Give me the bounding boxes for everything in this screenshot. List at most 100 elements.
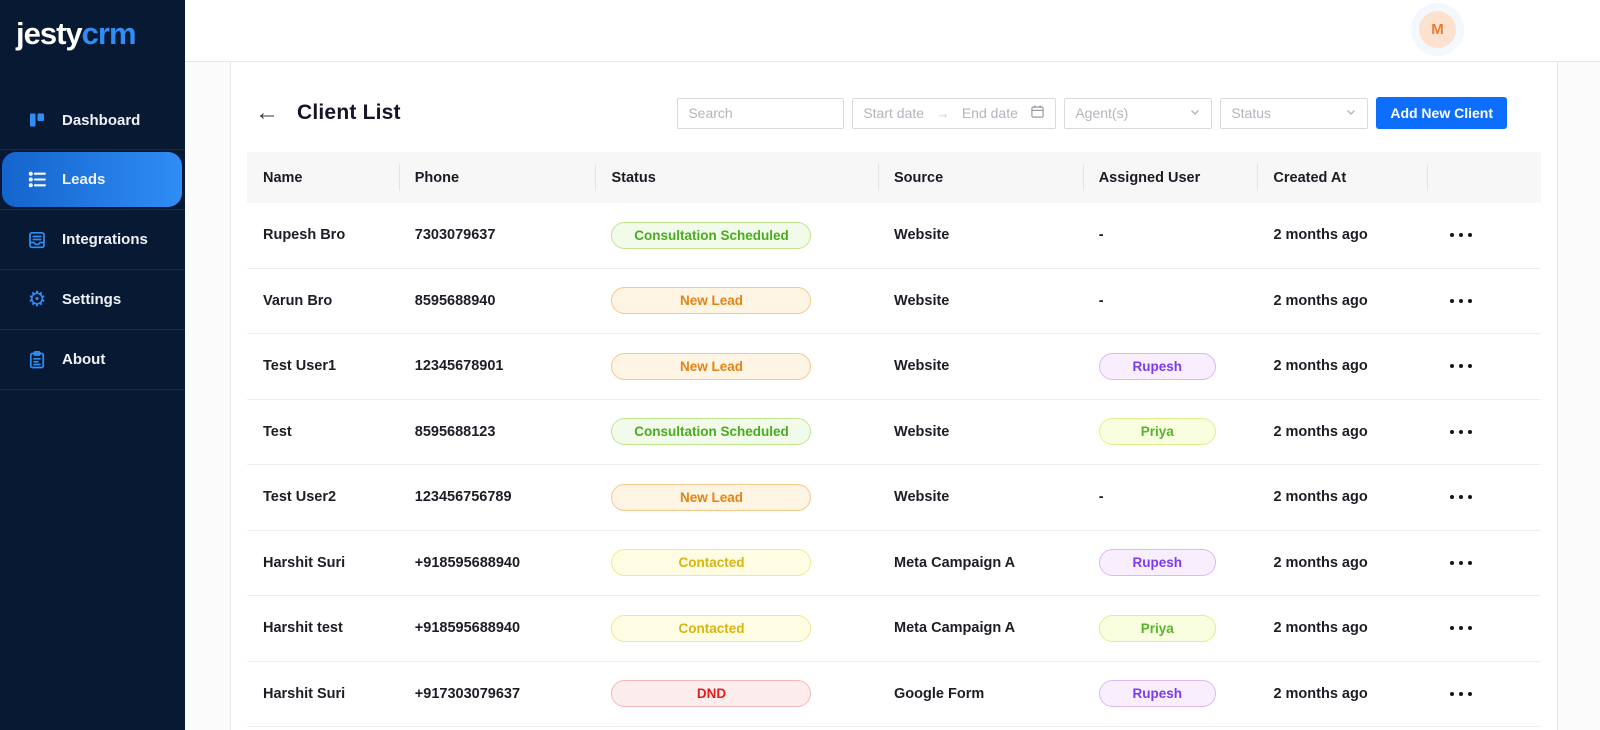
page-title: Client List: [297, 101, 401, 124]
client-list-panel: ← Client List Start date → End date: [230, 62, 1558, 730]
leads-icon: [26, 169, 48, 191]
table-row[interactable]: Varun Bro 8595688940 New Lead Website - 2 mon…: [247, 268, 1541, 334]
cell-name: Harshit Suri: [263, 685, 346, 702]
dashboard-icon: [26, 109, 48, 131]
topbar: M: [185, 0, 1600, 62]
status-select[interactable]: Status: [1220, 97, 1369, 129]
calendar-icon[interactable]: [1030, 104, 1045, 122]
date-range-arrow-icon: →: [936, 105, 950, 121]
sidebar-item-dashboard[interactable]: Dashboard: [0, 90, 185, 150]
row-actions-button[interactable]: [1446, 225, 1476, 245]
chevron-down-icon: [1345, 106, 1357, 121]
sidebar-item-settings[interactable]: ⚙ Settings: [0, 270, 185, 330]
status-badge: Consultation Scheduled: [611, 418, 812, 446]
status-select-value: Status: [1231, 105, 1272, 121]
cell-source: Website: [894, 358, 950, 375]
table-row[interactable]: Test 8595688123 Consultation Scheduled Webs…: [247, 399, 1541, 465]
agent-badge: Rupesh: [1098, 680, 1216, 708]
back-arrow-icon[interactable]: ←: [255, 99, 279, 126]
cell-source: Meta Campaign A: [894, 620, 1016, 637]
row-actions-button[interactable]: [1446, 356, 1476, 376]
agent-badge: Priya: [1098, 614, 1216, 642]
search-input[interactable]: [677, 97, 845, 129]
brand-primary: jesty: [16, 16, 83, 51]
status-badge: New Lead: [611, 287, 812, 315]
cell-assigned: -: [1098, 292, 1104, 309]
add-new-client-button[interactable]: Add New Client: [1376, 97, 1507, 129]
row-actions-button[interactable]: [1446, 684, 1476, 704]
status-badge: Consultation Scheduled: [611, 221, 812, 249]
cell-phone: +918595688940: [414, 620, 521, 637]
status-badge: Contacted: [611, 614, 812, 642]
date-range-picker[interactable]: Start date → End date: [852, 97, 1057, 129]
row-actions-button[interactable]: [1446, 553, 1476, 573]
row-actions-button[interactable]: [1446, 291, 1476, 311]
sidebar-item-label: Leads: [62, 171, 106, 188]
cell-assigned: -: [1098, 489, 1104, 506]
cell-source: Website: [894, 227, 950, 244]
sidebar-item-about[interactable]: About: [0, 330, 185, 390]
cell-source: Website: [894, 489, 950, 506]
row-actions-button[interactable]: [1446, 487, 1476, 507]
cell-name: Test User1: [263, 358, 337, 375]
brand-logo: jestycrm: [0, 0, 185, 52]
table-body: Rupesh Bro 7303079637 Consultation Schedul…: [247, 203, 1541, 727]
cell-source: Meta Campaign A: [894, 554, 1016, 571]
table-row[interactable]: Test User1 12345678901 New Lead Website Rupe…: [247, 334, 1541, 400]
row-actions-button[interactable]: [1446, 422, 1476, 442]
table-row[interactable]: Rupesh Bro 7303079637 Consultation Schedul…: [247, 203, 1541, 269]
table-row[interactable]: Harshit Suri +918595688940 Contacted Meta C…: [247, 530, 1541, 596]
end-date-placeholder[interactable]: End date: [961, 105, 1018, 121]
cell-source: Website: [894, 423, 950, 440]
cell-created-at: 2 months ago: [1273, 489, 1368, 506]
column-header-status: Status: [595, 152, 878, 203]
status-badge: Contacted: [611, 549, 812, 577]
column-header-source: Source: [878, 152, 1083, 203]
cell-created-at: 2 months ago: [1273, 685, 1368, 702]
integrations-icon: [26, 229, 48, 251]
user-avatar[interactable]: M: [1419, 11, 1456, 48]
cell-phone: +918595688940: [414, 554, 521, 571]
sidebar-nav: Dashboard Leads Integrations ⚙ Settings About: [0, 90, 185, 390]
cell-name: Rupesh Bro: [263, 227, 346, 244]
status-badge: New Lead: [611, 352, 812, 380]
sidebar-item-label: Settings: [62, 291, 122, 308]
cell-source: Website: [894, 292, 950, 309]
cell-created-at: 2 months ago: [1273, 620, 1368, 637]
table-row[interactable]: Test User2 123456756789 New Lead Website - 2 …: [247, 465, 1541, 531]
cell-phone: 7303079637: [414, 227, 496, 244]
agent-badge: Priya: [1098, 418, 1216, 446]
table-row[interactable]: Harshit test +918595688940 Contacted Meta C…: [247, 596, 1541, 662]
status-badge: New Lead: [611, 483, 812, 511]
row-actions-button[interactable]: [1446, 618, 1476, 638]
cell-created-at: 2 months ago: [1273, 292, 1368, 309]
cell-source: Google Form: [894, 685, 985, 702]
cell-assigned: -: [1098, 227, 1104, 244]
cell-name: Test User2: [263, 489, 337, 506]
sidebar-item-label: Dashboard: [62, 111, 141, 129]
cell-phone: 12345678901: [414, 358, 504, 375]
cell-phone: +917303079637: [414, 685, 521, 702]
column-header-created-at: Created At: [1257, 152, 1427, 203]
about-icon: [26, 349, 48, 371]
cell-created-at: 2 months ago: [1273, 423, 1368, 440]
agents-select[interactable]: Agent(s): [1064, 97, 1213, 129]
cell-created-at: 2 months ago: [1273, 554, 1368, 571]
cell-name: Test: [263, 423, 292, 440]
agent-badge: Rupesh: [1098, 549, 1216, 577]
sidebar-item-integrations[interactable]: Integrations: [0, 210, 185, 270]
agents-select-value: Agent(s): [1075, 105, 1129, 121]
sidebar-item-label: About: [62, 351, 106, 368]
table-row[interactable]: Harshit Suri +917303079637 DND Google Form R…: [247, 661, 1541, 727]
chevron-down-icon: [1189, 106, 1201, 121]
sidebar-item-label: Integrations: [62, 231, 148, 248]
start-date-placeholder[interactable]: Start date: [863, 105, 925, 121]
column-header-phone: Phone: [398, 152, 596, 203]
cell-name: Harshit test: [263, 620, 343, 637]
cell-phone: 8595688940: [414, 292, 496, 309]
settings-icon: ⚙: [27, 287, 47, 311]
sidebar: jestycrm Dashboard Leads Integrations ⚙ Sett…: [0, 0, 185, 730]
cell-phone: 123456756789: [414, 489, 512, 506]
sidebar-item-leads[interactable]: Leads: [0, 150, 185, 210]
